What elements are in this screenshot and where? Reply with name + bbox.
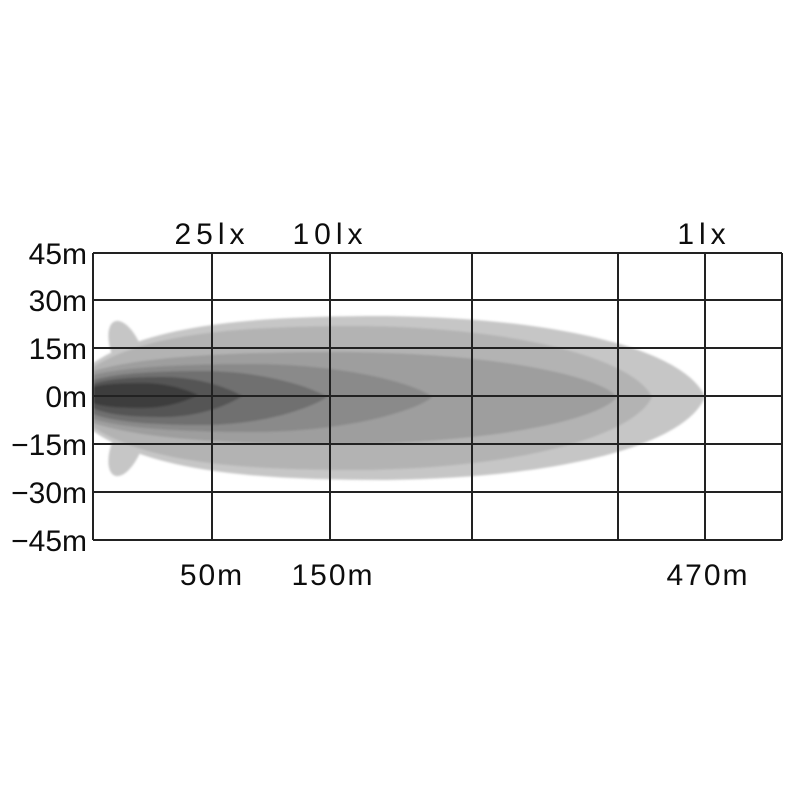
left-axis-label: 30m	[29, 285, 87, 318]
top-axis-labels: 25lx 10lx 1lx	[174, 218, 730, 251]
bottom-axis-label: 150m	[291, 559, 374, 592]
bottom-axis-label: 470m	[666, 559, 749, 592]
left-axis-label: −45m	[11, 525, 87, 558]
grid-lines-group	[92, 252, 783, 541]
bottom-axis-label: 50m	[180, 559, 244, 592]
left-axis-labels: 45m 30m 15m 0m −15m −30m −45m	[11, 238, 87, 558]
top-axis-label: 10lx	[292, 218, 367, 251]
top-axis-label: 25lx	[174, 218, 249, 251]
left-axis-label: −15m	[11, 429, 87, 462]
left-axis-label: 0m	[45, 381, 87, 414]
beam-contour-group	[93, 316, 705, 480]
bottom-axis-labels: 50m 150m 470m	[180, 559, 749, 592]
top-axis-label: 1lx	[677, 218, 730, 251]
left-axis-label: 45m	[29, 238, 87, 271]
left-axis-label: 15m	[29, 333, 87, 366]
left-axis-label: −30m	[11, 477, 87, 510]
